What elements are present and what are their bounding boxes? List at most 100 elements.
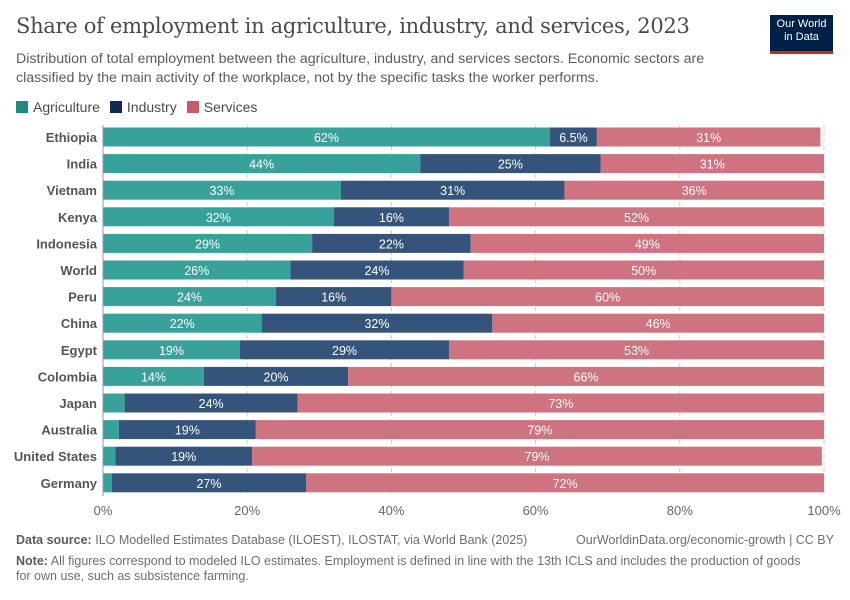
data-label: 33% — [209, 184, 234, 198]
data-label: 19% — [159, 344, 184, 358]
data-label: 29% — [195, 237, 220, 251]
bar-agriculture — [103, 207, 334, 227]
legend-swatch — [186, 101, 199, 113]
data-label: 52% — [624, 211, 649, 225]
bar-industry — [312, 233, 471, 253]
x-tick-label: 100% — [807, 503, 841, 518]
data-label: 73% — [548, 397, 573, 411]
category-label: Colombia — [38, 369, 98, 384]
x-tick-label: 20% — [234, 503, 260, 518]
legend-label: Industry — [126, 99, 177, 115]
bar-industry — [340, 180, 565, 200]
bar-services — [255, 420, 825, 440]
note: Note: All figures correspond to modeled … — [16, 554, 816, 584]
legend-label: Services — [203, 99, 258, 115]
data-label: 20% — [264, 370, 289, 384]
data-label: 31% — [696, 131, 721, 145]
x-tick-label: 40% — [378, 503, 404, 518]
bar-industry — [115, 446, 253, 466]
bar-agriculture — [103, 260, 291, 280]
data-label: 50% — [631, 264, 656, 278]
x-tick-label: 0% — [94, 503, 113, 518]
data-label: 24% — [177, 291, 202, 305]
data-label: 36% — [682, 184, 707, 198]
source-label: Data source: — [16, 533, 92, 547]
category-label: Kenya — [58, 210, 98, 225]
bar-services — [252, 446, 822, 466]
bar-agriculture — [103, 340, 240, 360]
bar-services — [600, 154, 824, 174]
data-label: 16% — [379, 211, 404, 225]
bar-services — [391, 287, 824, 307]
bar-agriculture — [103, 420, 119, 440]
bar-services — [564, 180, 824, 200]
data-label: 27% — [196, 477, 221, 491]
data-label: 16% — [321, 291, 346, 305]
data-label: 24% — [364, 264, 389, 278]
data-source: Data source: ILO Modelled Estimates Data… — [16, 533, 527, 548]
bar-agriculture — [103, 473, 112, 493]
source-url[interactable]: OurWorldinData.org/economic-growth | CC … — [576, 533, 834, 547]
category-label: United States — [14, 449, 97, 464]
chart-subtitle: Distribution of total employment between… — [16, 51, 705, 86]
data-label: 19% — [175, 424, 200, 438]
bar-services — [449, 340, 824, 360]
data-label: 14% — [141, 370, 166, 384]
category-label: Germany — [41, 476, 98, 491]
bar-services — [306, 473, 824, 493]
data-label: 60% — [595, 291, 620, 305]
note-label: Note: — [16, 554, 48, 568]
data-label: 31% — [700, 158, 725, 172]
note-text: All figures correspond to modeled ILO es… — [16, 554, 801, 583]
data-label: 79% — [527, 424, 552, 438]
bar-industry — [203, 366, 349, 386]
x-tick-label: 60% — [523, 503, 549, 518]
category-label: Ethiopia — [46, 130, 98, 145]
x-tick-label: 80% — [667, 503, 693, 518]
owid-logo[interactable]: Our World in Data — [770, 15, 833, 54]
bar-industry — [420, 154, 601, 174]
bar-industry — [124, 393, 298, 413]
category-label: World — [60, 263, 97, 278]
data-label: 79% — [525, 450, 550, 464]
data-label: 31% — [440, 184, 465, 198]
category-label: India — [67, 157, 98, 172]
data-label: 29% — [332, 344, 357, 358]
bar-services — [492, 313, 824, 333]
legend-item-agriculture[interactable]: Agriculture — [16, 99, 100, 115]
bar-industry — [276, 287, 392, 307]
source-text: ILO Modelled Estimates Database (ILOEST)… — [95, 533, 528, 547]
data-label: 22% — [170, 317, 195, 331]
bar-industry — [290, 260, 464, 280]
data-label: 46% — [646, 317, 671, 331]
legend-item-industry[interactable]: Industry — [109, 99, 177, 115]
data-label: 24% — [199, 397, 224, 411]
data-label: 25% — [498, 158, 523, 172]
bar-agriculture — [103, 393, 125, 413]
category-label: Vietnam — [47, 183, 97, 198]
legend-item-services[interactable]: Services — [186, 99, 258, 115]
chart-title: Share of employment in agriculture, indu… — [16, 14, 690, 38]
bar-industry — [333, 207, 450, 227]
data-label: 72% — [553, 477, 578, 491]
bar-services — [449, 207, 824, 227]
category-label: China — [61, 316, 98, 331]
bar-agriculture — [103, 180, 341, 200]
legend-swatch — [16, 101, 28, 113]
bar-agriculture — [103, 154, 421, 174]
data-label: 62% — [314, 131, 339, 145]
category-label: Australia — [41, 423, 97, 438]
bar-services — [297, 393, 824, 413]
bar-services — [348, 366, 824, 386]
bar-industry — [261, 313, 493, 333]
bar-agriculture — [103, 313, 262, 333]
legend-label: Agriculture — [33, 99, 100, 115]
legend: Agriculture Industry Services — [16, 99, 257, 115]
bar-agriculture — [103, 446, 116, 466]
bar-industry — [550, 127, 597, 147]
bar-industry — [118, 420, 256, 440]
bar-agriculture — [103, 127, 551, 147]
data-label: 22% — [379, 237, 404, 251]
